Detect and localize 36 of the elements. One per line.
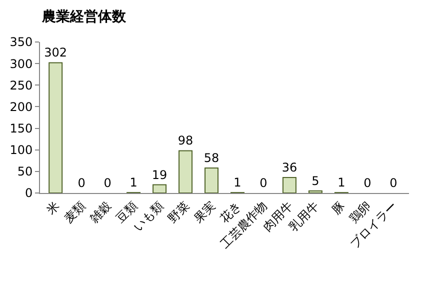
data-label: 19 <box>152 168 168 182</box>
y-tick-label: 150 <box>10 121 33 136</box>
data-label: 1 <box>234 176 242 190</box>
chart-title: 農業経営体数 <box>41 9 128 26</box>
data-label: 5 <box>312 174 320 188</box>
x-tick-label: 米 <box>44 198 62 218</box>
bar <box>178 150 193 193</box>
data-label: 58 <box>204 150 220 165</box>
x-tick-label: 雑穀 <box>87 198 114 226</box>
x-tick-label: 野菜 <box>165 198 192 226</box>
x-tick-label: 果実 <box>191 198 218 226</box>
bar <box>48 62 63 193</box>
x-tick-label: 豚 <box>329 198 348 218</box>
y-tick-label: 300 <box>10 56 33 71</box>
data-label: 1 <box>338 176 346 190</box>
y-tick-label: 250 <box>10 78 33 92</box>
x-tick-label: 麦類 <box>61 198 88 226</box>
bar <box>152 184 167 193</box>
bar <box>282 176 296 193</box>
x-tick-label: 豆類 <box>113 198 140 226</box>
y-tick-label: 100 <box>10 143 33 158</box>
bar <box>204 167 218 193</box>
y-tick-label: 50 <box>17 164 33 179</box>
data-label: 0 <box>260 176 268 190</box>
y-tick-label: 200 <box>10 100 33 114</box>
data-label: 0 <box>364 176 372 190</box>
data-label: 1 <box>130 176 138 190</box>
y-tick-label: 350 <box>10 35 33 50</box>
bar <box>308 190 322 193</box>
data-label: 0 <box>390 176 398 190</box>
y-tick-label: 0 <box>24 186 33 200</box>
data-label: 98 <box>178 134 194 148</box>
data-label: 0 <box>78 176 86 190</box>
data-label: 302 <box>44 46 68 60</box>
data-label: 0 <box>104 176 112 190</box>
data-label: 36 <box>282 160 298 174</box>
